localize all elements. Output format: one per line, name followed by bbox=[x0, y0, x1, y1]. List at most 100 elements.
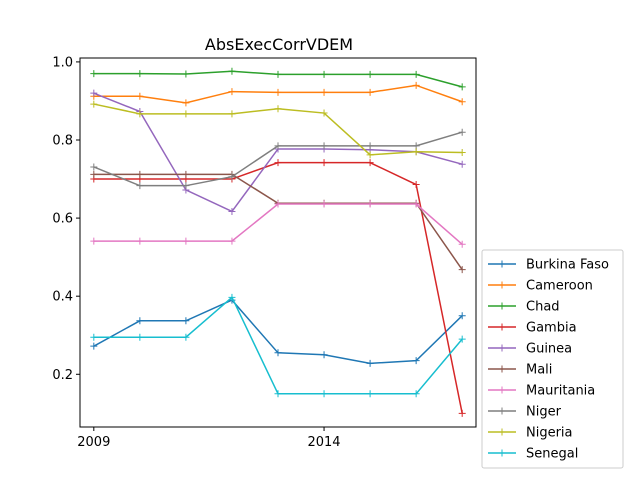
legend-marker bbox=[498, 260, 506, 268]
data-point bbox=[90, 163, 98, 171]
data-point bbox=[458, 240, 466, 248]
data-point bbox=[228, 207, 236, 215]
data-point bbox=[366, 88, 374, 96]
series-nigeria bbox=[90, 100, 466, 159]
data-point bbox=[366, 142, 374, 150]
legend-item: Mauritania bbox=[488, 384, 595, 399]
legend-item: Cameroon bbox=[488, 279, 593, 294]
data-point bbox=[274, 349, 282, 357]
data-point bbox=[182, 333, 190, 341]
data-point bbox=[458, 160, 466, 168]
data-point bbox=[412, 200, 420, 208]
x-tick-label: 2009 bbox=[77, 435, 110, 450]
data-point bbox=[458, 98, 466, 106]
x-tick-label: 2014 bbox=[307, 435, 340, 450]
data-point bbox=[182, 237, 190, 245]
legend-marker bbox=[498, 386, 506, 394]
data-point bbox=[182, 110, 190, 118]
data-point bbox=[320, 200, 328, 208]
legend-marker bbox=[498, 323, 506, 331]
x-axis: 2009 2014 bbox=[77, 427, 341, 450]
data-point bbox=[90, 170, 98, 178]
legend-marker bbox=[498, 449, 506, 457]
legend-item: Gambia bbox=[488, 321, 577, 336]
series-line-mauritania bbox=[93, 203, 463, 245]
data-point bbox=[458, 83, 466, 91]
data-point bbox=[274, 105, 282, 113]
data-point bbox=[136, 237, 144, 245]
series-burkina-faso bbox=[90, 296, 466, 367]
data-point bbox=[320, 70, 328, 78]
data-point bbox=[274, 390, 282, 398]
series-line-niger bbox=[93, 131, 463, 187]
data-point bbox=[320, 88, 328, 96]
plot-area bbox=[90, 67, 466, 417]
data-point bbox=[412, 357, 420, 365]
data-point bbox=[366, 159, 374, 167]
data-point bbox=[458, 266, 466, 274]
legend-item: Niger bbox=[488, 405, 562, 420]
data-point bbox=[458, 128, 466, 136]
data-point bbox=[136, 170, 144, 178]
data-point bbox=[228, 173, 236, 181]
legend-label: Burkina Faso bbox=[526, 258, 609, 273]
series-gambia bbox=[90, 159, 466, 417]
legend-label: Mauritania bbox=[526, 384, 595, 399]
legend-label: Niger bbox=[526, 405, 562, 420]
data-point bbox=[320, 159, 328, 167]
legend-label: Senegal bbox=[526, 447, 578, 462]
y-tick-label: 0.6 bbox=[52, 212, 73, 227]
legend-marker bbox=[498, 428, 506, 436]
chart-title: AbsExecCorrVDEM bbox=[205, 35, 353, 54]
series-cameroon bbox=[90, 81, 466, 107]
series-niger bbox=[90, 128, 466, 190]
data-point bbox=[274, 142, 282, 150]
plot-frame bbox=[79, 57, 477, 428]
data-point bbox=[90, 70, 98, 78]
legend-item: Chad bbox=[488, 300, 560, 315]
data-point bbox=[458, 148, 466, 156]
data-point bbox=[228, 67, 236, 75]
legend-marker bbox=[498, 365, 506, 373]
data-point bbox=[90, 237, 98, 245]
data-point bbox=[320, 109, 328, 117]
data-point bbox=[320, 142, 328, 150]
data-point bbox=[136, 110, 144, 118]
data-point bbox=[90, 333, 98, 341]
data-point bbox=[366, 200, 374, 208]
y-tick-label: 0.8 bbox=[52, 134, 73, 149]
legend-item: Mali bbox=[488, 363, 552, 378]
data-point bbox=[412, 148, 420, 156]
y-tick-label: 0.2 bbox=[52, 368, 73, 383]
data-point bbox=[228, 237, 236, 245]
legend-label: Mali bbox=[526, 363, 552, 378]
legend-item: Nigeria bbox=[488, 426, 573, 441]
data-point bbox=[136, 70, 144, 78]
data-point bbox=[366, 70, 374, 78]
series-line-senegal bbox=[93, 296, 463, 395]
data-point bbox=[412, 181, 420, 189]
data-point bbox=[136, 317, 144, 325]
data-point bbox=[136, 92, 144, 100]
data-point bbox=[274, 88, 282, 96]
data-point bbox=[228, 88, 236, 96]
data-point bbox=[90, 100, 98, 108]
data-point bbox=[412, 81, 420, 89]
y-axis: 0.2 0.4 0.6 0.8 1.0 bbox=[52, 55, 80, 383]
data-point bbox=[366, 151, 374, 159]
data-point bbox=[90, 342, 98, 350]
legend-marker bbox=[498, 407, 506, 415]
data-point bbox=[458, 312, 466, 320]
data-point bbox=[274, 159, 282, 167]
data-point bbox=[458, 409, 466, 417]
series-mauritania bbox=[90, 200, 466, 248]
data-point bbox=[412, 142, 420, 150]
data-point bbox=[320, 390, 328, 398]
data-point bbox=[320, 351, 328, 359]
legend-item: Senegal bbox=[488, 447, 578, 462]
series-line-mali bbox=[93, 173, 463, 271]
data-point bbox=[366, 359, 374, 367]
data-point bbox=[274, 200, 282, 208]
series-chad bbox=[90, 67, 466, 91]
